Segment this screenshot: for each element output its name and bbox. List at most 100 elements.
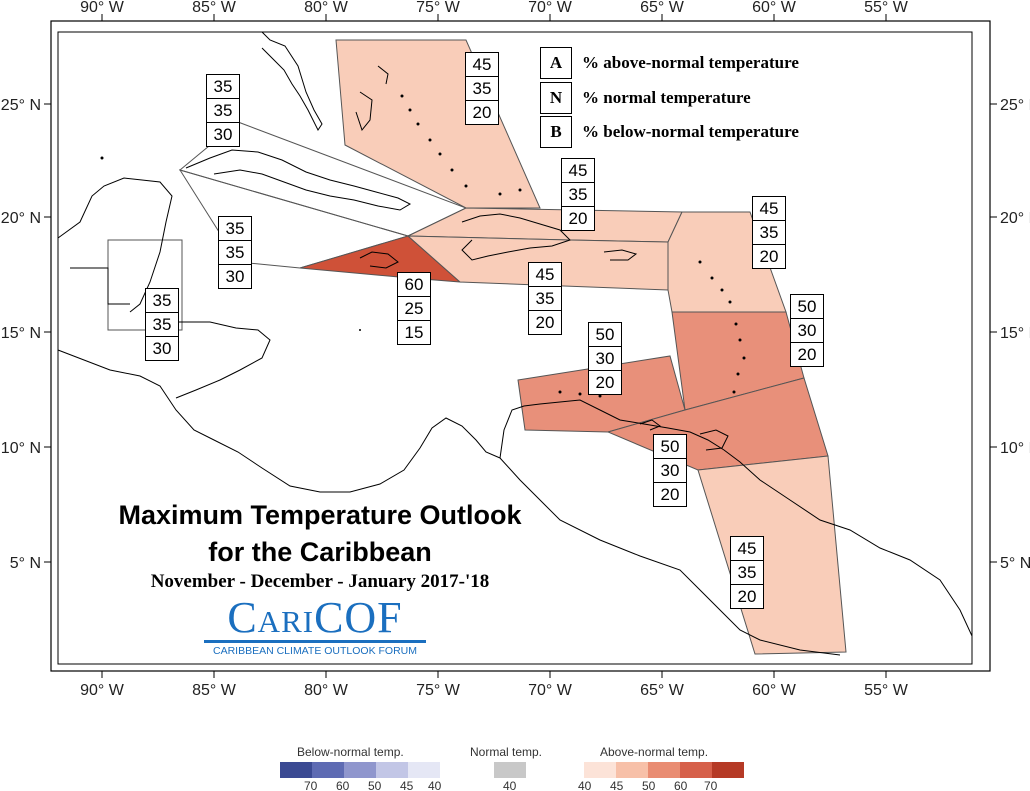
lat-label-right: 15° N	[1000, 325, 1030, 342]
above-normal-pct: 35	[146, 289, 178, 313]
coast-hispaniola	[461, 213, 571, 261]
coast-venezuela-inland	[499, 457, 841, 656]
below-normal-pct: 15	[404, 323, 424, 342]
probability-box-windward: 50 30 20	[790, 294, 824, 367]
lon-label-bottom: 90° W	[80, 682, 125, 699]
key-letter-a: A	[540, 47, 572, 79]
lon-label-bottom: 65° W	[640, 682, 685, 699]
lon-label-top: 85° W	[192, 0, 237, 16]
legend-swatch	[648, 762, 680, 778]
above-normal-pct: 50	[654, 435, 686, 459]
coast-trinidad	[699, 429, 729, 451]
normal-pct: 35	[146, 313, 178, 337]
key-text-normal: % normal temperature	[582, 88, 751, 107]
lat-label-left: 10° N	[1, 440, 41, 457]
below-normal-pct: 20	[737, 587, 757, 606]
lat-label-right: 5° N	[1000, 555, 1030, 572]
map-title-line2: for the Caribbean	[208, 537, 432, 567]
legend-normal-value: 40	[503, 779, 517, 791]
legend-swatch	[680, 762, 712, 778]
probability-box-jamaica: 60 25 15	[397, 272, 431, 345]
below-normal-pct: 20	[660, 485, 680, 504]
legend-above-title: Above-normal temp.	[600, 745, 709, 759]
normal-pct: 35	[731, 561, 763, 585]
key-letter-b: B	[540, 116, 572, 148]
probability-box-belize: 35 35 30	[145, 288, 179, 361]
coast-isla-margarita	[639, 419, 662, 431]
coast-bahamas-andros	[355, 91, 373, 132]
lat-label-right: 10° N	[1000, 440, 1030, 457]
below-normal-pct: 30	[225, 267, 245, 286]
coast-florida	[261, 31, 323, 131]
legend-above-swatches	[584, 762, 744, 778]
legend-above-value: 40	[578, 779, 592, 791]
above-normal-pct: 45	[529, 263, 561, 287]
below-normal-pct: 20	[472, 103, 492, 122]
coast-yucatan	[57, 177, 173, 313]
probability-box-bahamas: 45 35 20	[465, 52, 499, 125]
above-normal-pct: 35	[207, 75, 239, 99]
lon-label-top: 65° W	[640, 0, 685, 16]
below-normal-pct: 20	[535, 313, 555, 332]
lon-label-bottom: 80° W	[304, 682, 349, 699]
above-normal-pct: 35	[219, 217, 251, 241]
normal-pct: 30	[791, 319, 823, 343]
legend-swatch	[280, 762, 312, 778]
legend-above-value: 45	[610, 779, 624, 791]
legend-swatch	[616, 762, 648, 778]
normal-pct: 35	[562, 183, 594, 207]
lon-label-top: 80° W	[304, 0, 349, 16]
legend-below-title: Below-normal temp.	[297, 745, 404, 759]
axis-ticks	[44, 14, 997, 678]
map-inner-frame	[57, 31, 973, 665]
probability-box-trinidad: 50 30 20	[653, 434, 687, 507]
lon-label-top: 55° W	[864, 0, 909, 16]
caricof-logo: CariCOF CARIBBEAN CLIMATE OUTLOOK FORUM	[200, 594, 430, 660]
above-normal-pct: 45	[562, 159, 594, 183]
probability-box-puerto-rico: 45 35 20	[528, 262, 562, 335]
key-text-above: % above-normal temperature	[582, 53, 799, 72]
coast-bahamas-abaco	[377, 65, 389, 85]
zone-bahamas	[335, 39, 541, 209]
map-period: November - December - January 2017-'18	[150, 571, 490, 592]
lat-label-left: 20° N	[1, 210, 41, 227]
caricof-logo-tagline: CARIBBEAN CLIMATE OUTLOOK FORUM	[213, 645, 417, 657]
legend-below-value: 50	[368, 779, 382, 791]
legend-swatch	[376, 762, 408, 778]
above-normal-pct: 45	[466, 53, 498, 77]
coast-puerto-rico	[603, 249, 638, 261]
above-normal-pct: 50	[589, 323, 621, 347]
lon-label-bottom: 55° W	[864, 682, 909, 699]
legend-swatch	[312, 762, 344, 778]
map-title: Maximum Temperature Outlook	[118, 500, 522, 530]
legend-normal-swatch	[494, 762, 526, 778]
legend-swatch	[712, 762, 744, 778]
legend-below-value: 45	[400, 779, 414, 791]
legend-below-swatches	[280, 762, 440, 778]
below-normal-pct: 20	[759, 247, 779, 266]
lat-label-left: 25° N	[1, 97, 41, 114]
key-letter-n: N	[540, 82, 572, 114]
above-normal-pct: 45	[753, 197, 785, 221]
lon-label-bottom: 75° W	[416, 682, 461, 699]
lat-label-right: 25° N	[1000, 97, 1030, 114]
probability-box-leeward: 45 35 20	[752, 196, 786, 269]
normal-pct: 35	[207, 99, 239, 123]
belize-inset-outline	[70, 267, 130, 305]
coastlines	[57, 31, 973, 656]
below-normal-pct: 30	[152, 339, 172, 358]
normal-pct: 25	[398, 297, 430, 321]
lon-label-bottom: 85° W	[192, 682, 237, 699]
coast-central-america	[57, 349, 501, 493]
caricof-logo-rule	[204, 640, 426, 643]
normal-pct: 30	[589, 347, 621, 371]
legend-above-value: 60	[674, 779, 688, 791]
lon-label-bottom: 60° W	[752, 682, 797, 699]
lon-label-top: 75° W	[416, 0, 461, 16]
legend-swatch	[344, 762, 376, 778]
coast-honduras	[149, 321, 271, 399]
legend-below-value: 70	[304, 779, 318, 791]
key-text-below: % below-normal temperature	[582, 122, 799, 141]
